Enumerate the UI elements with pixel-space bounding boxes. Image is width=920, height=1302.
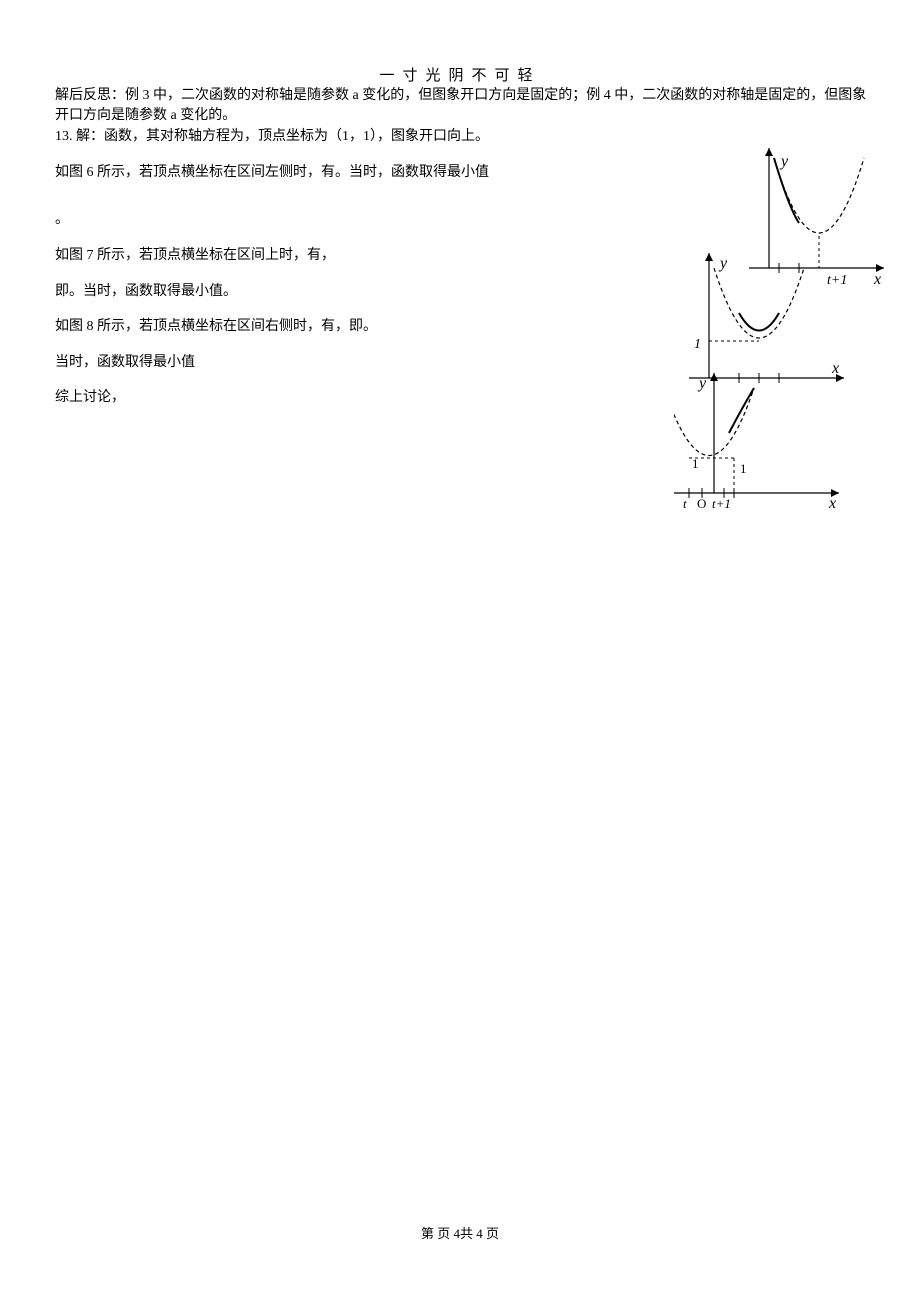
tick-label-t1: t+1 <box>712 496 731 508</box>
figures-column: y x t+1 y x 1 <box>674 148 884 508</box>
figure-8: y x t O t+1 1 1 <box>674 373 839 508</box>
tick-label-1: 1 <box>694 337 701 352</box>
figure-6: y x t+1 <box>749 148 884 288</box>
axis-y-label: y <box>697 375 707 392</box>
page-footer: 第 页 4共 4 页 <box>0 1223 920 1242</box>
page-header-motto: 一寸光阴不可轻 <box>0 64 920 85</box>
axis-x-label: x <box>828 495 836 508</box>
tick-label-1h: 1 <box>692 456 699 471</box>
tick-label-O: O <box>697 496 706 508</box>
paragraph-solution-13: 13. 解：函数，其对称轴方程为，顶点坐标为（1，1），图象开口向上。 <box>55 127 875 147</box>
axis-y-label: y <box>779 153 789 170</box>
tick-label-t: t <box>683 496 687 508</box>
paragraph-reflection: 解后反思：例 3 中，二次函数的对称轴是随参数 a 变化的，但图象开口方向是固定… <box>55 86 875 125</box>
parabola-figures: y x t+1 y x 1 <box>674 148 884 508</box>
axis-x-label: x <box>873 271 881 288</box>
tick-label-t1: t+1 <box>827 273 847 288</box>
tick-label-1v: 1 <box>740 461 747 476</box>
figure-7: y x 1 <box>689 253 844 383</box>
axis-x-label: x <box>831 360 839 377</box>
axis-y-label: y <box>718 255 728 272</box>
